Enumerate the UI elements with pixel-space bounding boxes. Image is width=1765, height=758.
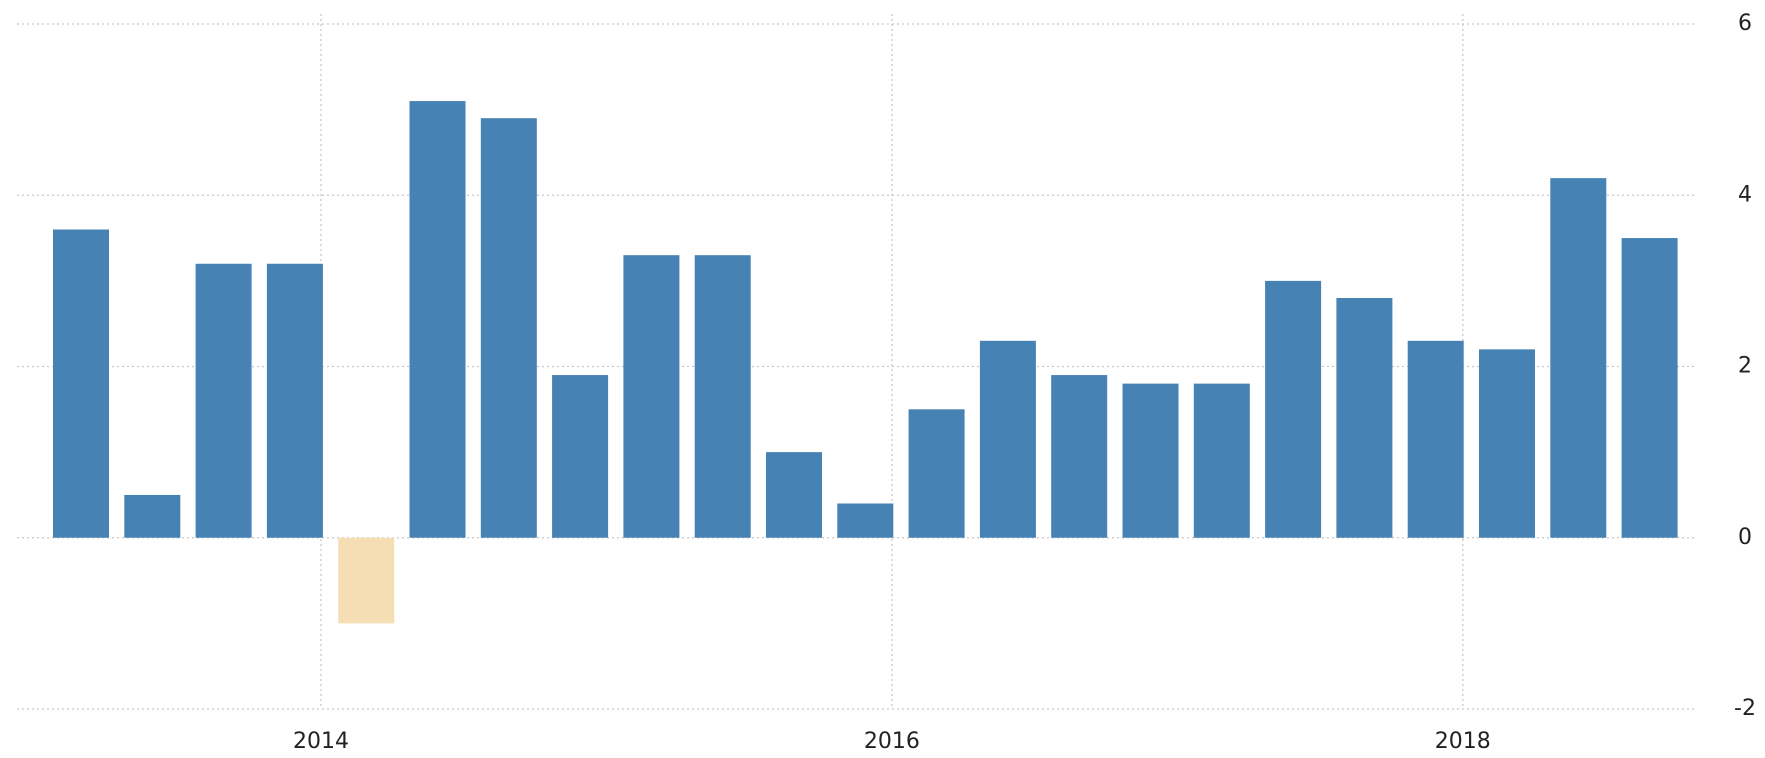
bar (338, 537, 395, 624)
bar (1407, 340, 1464, 538)
bar (1051, 375, 1108, 538)
bar (124, 494, 181, 538)
y-tick-label: 0 (1738, 525, 1752, 550)
x-tick-label: 2014 (293, 729, 349, 754)
bar (623, 255, 680, 538)
bar (409, 101, 466, 538)
bar (1336, 298, 1393, 538)
bar (1122, 383, 1179, 538)
y-tick-label: 2 (1738, 354, 1752, 379)
bar (694, 255, 751, 538)
x-tick-label: 2016 (864, 729, 920, 754)
bar (266, 263, 323, 538)
bar (195, 263, 252, 538)
y-tick-label: 4 (1738, 182, 1752, 207)
bar (766, 452, 822, 538)
bar (908, 409, 965, 538)
x-tick-label: 2018 (1435, 729, 1491, 754)
bar (53, 229, 109, 538)
bar (837, 503, 894, 538)
bar (1265, 280, 1322, 538)
bar (1550, 178, 1607, 538)
y-tick-label: -2 (1734, 696, 1756, 721)
bar (1193, 383, 1250, 538)
bar (1479, 349, 1535, 538)
bar (979, 340, 1036, 538)
y-tick-label: 6 (1738, 11, 1752, 36)
bar (552, 375, 609, 538)
bar (1621, 238, 1678, 538)
bar (480, 118, 537, 538)
